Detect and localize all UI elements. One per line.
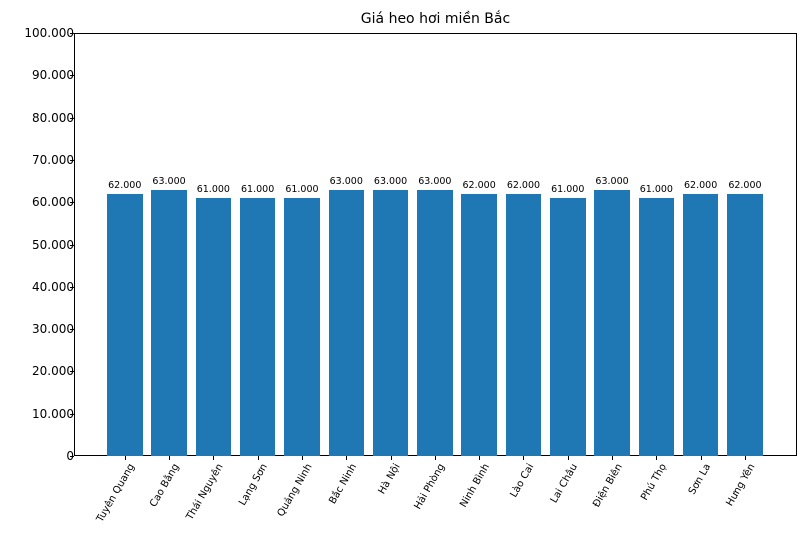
bar-value-label: 63.000 xyxy=(152,175,186,187)
y-tick-mark xyxy=(70,75,74,76)
bar xyxy=(461,193,497,456)
bar xyxy=(727,193,763,456)
x-tick-mark xyxy=(656,456,657,460)
bar-value-label: 63.000 xyxy=(373,175,408,187)
y-tick-mark xyxy=(70,160,74,161)
x-tick-mark xyxy=(302,456,303,460)
bar xyxy=(328,189,364,456)
x-tick-label: Thái Nguyên xyxy=(184,462,226,523)
y-tick-label: 20.000 xyxy=(32,364,74,379)
y-tick-label: 10.000 xyxy=(32,406,74,421)
x-tick-label: Lai Châu xyxy=(549,462,581,506)
y-tick-mark xyxy=(70,202,74,203)
x-tick-label: Tuyên Quang xyxy=(94,462,138,525)
bar xyxy=(550,197,586,456)
bar xyxy=(239,197,276,456)
bar xyxy=(372,189,409,456)
y-tick-label: 40.000 xyxy=(32,279,74,294)
x-tick-label: Lạng Sơn xyxy=(237,462,271,508)
bar xyxy=(284,197,320,456)
bar xyxy=(195,197,232,456)
x-tick-mark xyxy=(435,456,436,460)
x-tick-label: Sơn La xyxy=(686,462,714,497)
bar xyxy=(638,197,675,456)
bar-value-label: 62.000 xyxy=(108,179,142,191)
x-tick-mark xyxy=(612,456,613,460)
bar xyxy=(682,193,719,456)
x-tick-label: Ninh Bình xyxy=(457,462,492,510)
x-tick-mark xyxy=(568,456,569,460)
x-tick-mark xyxy=(125,456,126,460)
bar xyxy=(107,193,143,456)
x-tick-label: Hà Nội xyxy=(376,462,404,497)
x-tick-mark xyxy=(346,456,347,460)
bar-value-label: 62.000 xyxy=(462,179,496,191)
x-tick-label: Phú Thọ xyxy=(639,462,669,503)
x-tick-mark xyxy=(701,456,702,460)
y-tick-mark xyxy=(70,118,74,119)
x-tick-mark xyxy=(258,456,259,460)
y-tick-mark xyxy=(70,245,74,246)
x-tick-mark xyxy=(391,456,392,460)
x-tick-mark xyxy=(169,456,170,460)
x-tick-label: Lào Cai xyxy=(508,462,536,500)
y-tick-label: 100.000 xyxy=(24,26,74,40)
y-tick-mark xyxy=(70,456,74,457)
bar-value-label: 63.000 xyxy=(329,175,363,187)
x-tick-mark xyxy=(479,456,480,460)
y-tick-label: 70.000 xyxy=(32,152,74,167)
chart-title: Giá heo hơi miền Bắc xyxy=(360,11,511,27)
bar xyxy=(151,189,187,456)
x-tick-label: Điện Biên xyxy=(590,462,625,510)
y-tick-mark xyxy=(70,371,74,372)
bar-value-label: 61.000 xyxy=(639,183,673,195)
bar-value-label: 63.000 xyxy=(418,175,452,187)
bar-value-label: 62.000 xyxy=(684,179,718,191)
y-tick-label: 80.000 xyxy=(32,110,74,125)
x-tick-mark xyxy=(745,456,746,460)
x-tick-label: Hưng Yên xyxy=(724,462,758,509)
y-tick-label: 30.000 xyxy=(32,322,74,337)
bar-value-label: 62.000 xyxy=(506,179,541,191)
bar-value-label: 61.000 xyxy=(551,183,585,195)
bar-value-label: 61.000 xyxy=(285,183,319,195)
x-tick-label: Quảng Ninh xyxy=(275,462,315,519)
y-tick-mark xyxy=(70,414,74,415)
y-tick-mark xyxy=(70,33,74,34)
bar-value-label: 62.000 xyxy=(728,179,762,191)
y-tick-mark xyxy=(70,287,74,288)
x-tick-label: Bắc Ninh xyxy=(326,462,359,507)
x-tick-label: Cao Bằng xyxy=(148,462,182,510)
y-tick-mark xyxy=(70,329,74,330)
bar xyxy=(417,189,453,456)
y-tick-label: 90.000 xyxy=(32,68,74,83)
bar-value-label: 61.000 xyxy=(196,183,230,195)
bar xyxy=(505,193,542,456)
x-tick-label: Hải Phòng xyxy=(412,462,448,512)
x-tick-mark xyxy=(523,456,524,460)
bar-value-label: 61.000 xyxy=(241,183,275,195)
bar-value-label: 63.000 xyxy=(595,175,629,187)
y-tick-label: 50.000 xyxy=(32,237,74,252)
bar xyxy=(594,189,630,456)
y-tick-label: 60.000 xyxy=(32,195,74,210)
x-tick-mark xyxy=(213,456,214,460)
